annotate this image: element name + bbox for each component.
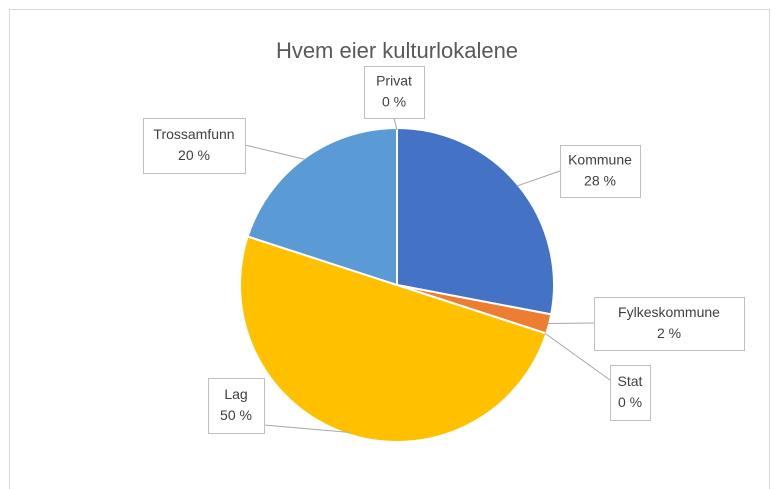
label-value: 28 %	[584, 173, 616, 189]
label-value: 0 %	[618, 394, 642, 410]
label-box	[143, 118, 246, 174]
leader-line	[547, 322, 595, 325]
label-name: Privat	[376, 73, 412, 89]
label-box	[560, 145, 641, 198]
label-name: Lag	[224, 386, 247, 402]
pie-slice	[246, 126, 398, 287]
labels: Kommune 28 % Fylkeskommune 2 % Stat 0 % Lag 50 …	[143, 66, 745, 434]
chart-title: Hvem eier kulturlokalene	[276, 38, 518, 63]
leader-line	[393, 117, 398, 131]
pie	[239, 126, 555, 443]
label-name: Trossamfunn	[153, 126, 234, 142]
label-value: 0 %	[382, 94, 406, 110]
label-box	[594, 297, 745, 351]
leader-line	[244, 144, 307, 161]
label-value: 20 %	[178, 147, 210, 163]
label-value: 50 %	[220, 407, 252, 423]
label-box	[208, 378, 265, 434]
leader-line	[544, 332, 611, 381]
label-name: Kommune	[568, 152, 632, 168]
pie-slice	[396, 126, 555, 316]
leader-line	[516, 170, 561, 187]
pie-slice	[239, 235, 548, 443]
label-box	[610, 365, 651, 421]
label-name: Fylkeskommune	[618, 304, 720, 320]
label-name: Stat	[618, 373, 643, 389]
leader-line	[263, 424, 350, 433]
label-value: 2 %	[657, 325, 681, 341]
label-box	[364, 66, 425, 119]
